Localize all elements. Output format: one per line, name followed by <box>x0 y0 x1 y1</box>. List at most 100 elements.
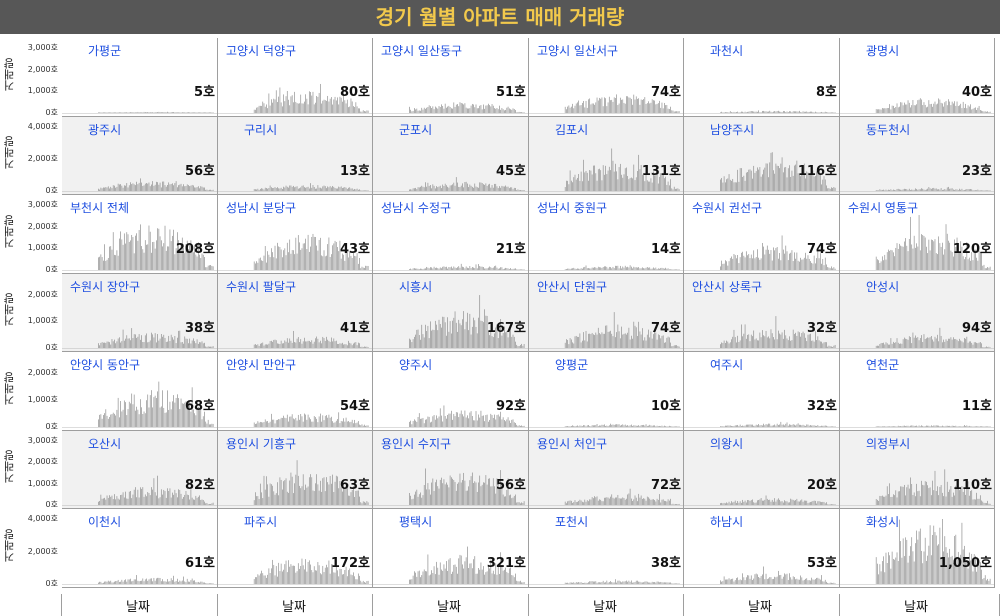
bar <box>989 503 991 505</box>
bar <box>564 342 566 348</box>
bar <box>350 98 352 113</box>
bar <box>296 103 298 113</box>
bar <box>923 235 925 270</box>
bar <box>344 569 346 584</box>
bar <box>667 181 669 191</box>
bar <box>127 579 129 584</box>
bar <box>753 502 755 505</box>
bar <box>307 561 309 584</box>
bar <box>443 108 445 113</box>
bar <box>601 582 603 584</box>
bar <box>615 98 616 113</box>
bar <box>492 417 494 427</box>
bar <box>342 342 343 348</box>
bar <box>345 187 347 191</box>
bar <box>464 182 466 191</box>
bar <box>294 254 295 270</box>
bar <box>164 337 166 348</box>
bar <box>916 530 917 584</box>
bar <box>103 260 104 270</box>
bar <box>278 343 280 348</box>
bar <box>834 112 836 113</box>
bar <box>510 187 511 191</box>
bar <box>567 106 568 113</box>
bar <box>875 190 877 191</box>
bar <box>919 426 921 427</box>
bar <box>294 419 295 427</box>
bar <box>128 401 130 427</box>
bar <box>111 495 113 505</box>
bar <box>183 497 184 505</box>
bar <box>956 339 958 348</box>
bar <box>970 426 971 427</box>
facet-panel: 고양시 덕양구 80호 <box>218 38 373 117</box>
bar <box>602 333 604 348</box>
bar <box>447 317 448 348</box>
bar <box>165 497 167 505</box>
bar <box>770 152 772 191</box>
bar <box>117 338 119 348</box>
bar <box>741 324 742 348</box>
bar <box>484 184 485 191</box>
bar <box>202 112 204 113</box>
bar <box>471 568 473 584</box>
bar <box>651 182 653 191</box>
bar <box>175 493 177 505</box>
bar <box>741 502 742 505</box>
bar <box>811 501 813 505</box>
bar <box>780 334 782 348</box>
bar <box>259 421 261 427</box>
bar <box>180 581 182 584</box>
bar <box>414 336 415 348</box>
bar <box>968 495 970 505</box>
bar <box>745 112 747 113</box>
bar <box>315 236 316 270</box>
bar <box>733 581 735 584</box>
bar <box>331 254 332 270</box>
bar <box>199 495 200 505</box>
bar <box>973 190 975 191</box>
bar <box>919 189 921 191</box>
bar <box>787 579 789 584</box>
bar <box>908 488 910 505</box>
panel-last-value: 23호 <box>961 164 992 179</box>
bar <box>806 424 808 427</box>
bar <box>180 398 182 427</box>
bar <box>438 106 440 113</box>
bar <box>189 244 191 270</box>
bar <box>154 580 156 584</box>
bar <box>511 575 513 584</box>
bar <box>204 501 205 505</box>
bar <box>100 342 102 348</box>
bar <box>131 234 133 270</box>
bar <box>824 342 826 348</box>
bar <box>608 581 610 584</box>
bar <box>313 566 315 584</box>
bar <box>253 189 255 191</box>
bar <box>180 112 182 113</box>
bar <box>100 414 102 427</box>
bar <box>447 484 448 505</box>
bar <box>465 321 467 348</box>
bar <box>180 493 182 505</box>
bar <box>446 266 447 270</box>
bar <box>637 501 638 505</box>
bar <box>159 338 161 348</box>
bar <box>905 338 906 348</box>
bar <box>727 579 729 584</box>
bar <box>197 112 199 113</box>
bar <box>115 112 117 113</box>
bar <box>632 104 633 113</box>
bar <box>327 339 329 348</box>
bar <box>432 329 434 348</box>
bar <box>833 504 835 505</box>
bar <box>960 340 962 348</box>
bar <box>946 340 948 348</box>
bar <box>148 407 150 427</box>
bar <box>448 331 450 348</box>
bar <box>677 345 679 348</box>
bar <box>277 102 278 113</box>
bar <box>923 485 925 505</box>
bar <box>179 409 181 427</box>
bar <box>578 336 579 348</box>
